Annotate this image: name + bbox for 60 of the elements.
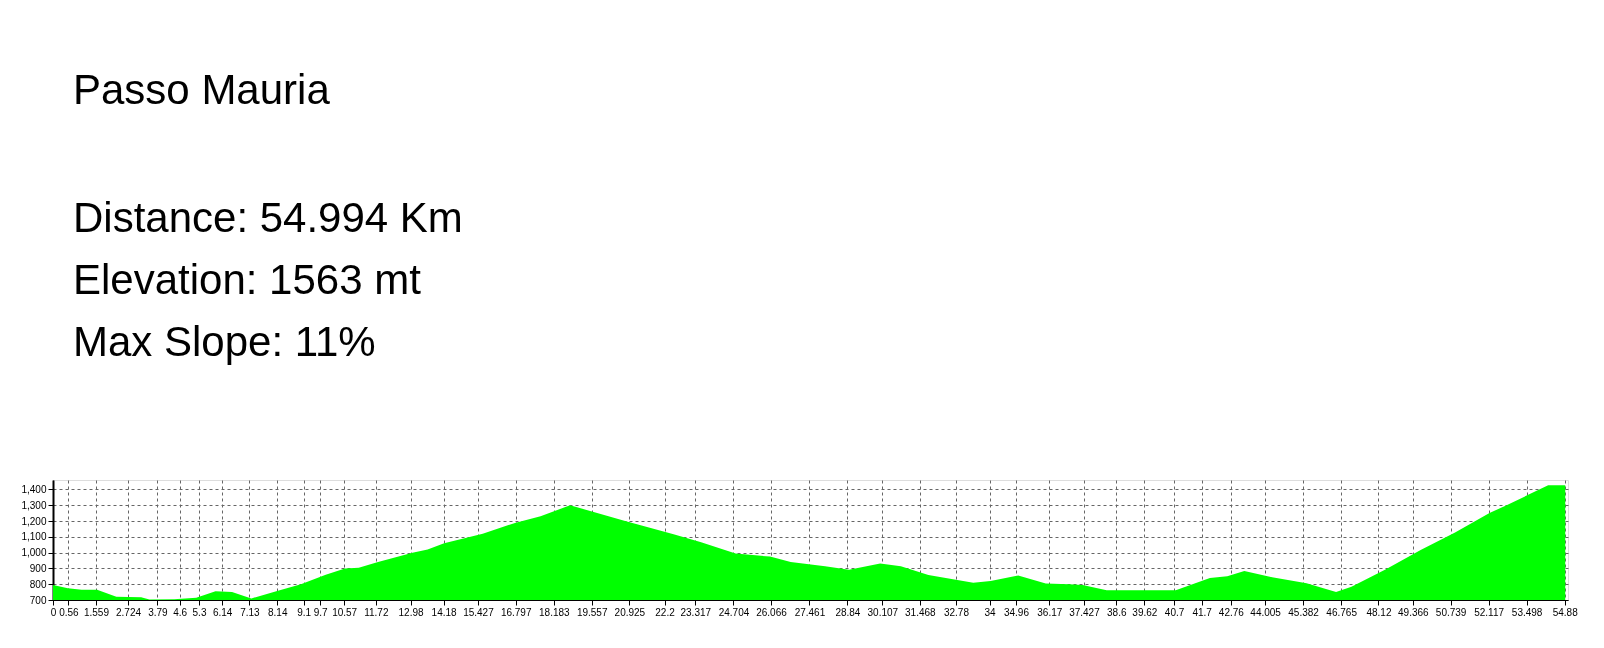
x-tick-label: 16.797 [500, 606, 532, 618]
x-tick-label: 37.427 [1069, 606, 1101, 618]
y-tick-label: 1,400 [21, 483, 47, 495]
x-tick-label: 34.96 [1003, 606, 1030, 618]
x-tick-label: 38.6 [1107, 606, 1127, 618]
x-tick-label: 4.6 [173, 606, 188, 618]
x-tick-label: 52.117 [1474, 606, 1505, 618]
x-tick-label: 50.739 [1435, 606, 1467, 618]
x-tick-label: 3.79 [148, 606, 169, 618]
y-tick-label: 900 [29, 562, 47, 574]
x-tick-label: 8.14 [267, 606, 288, 618]
x-tick-label: 18.183 [539, 606, 571, 618]
x-tick-label: 5.3 [192, 606, 207, 618]
x-tick-label: 1.559 [83, 606, 110, 618]
x-tick-label: 2.724 [116, 606, 142, 618]
x-tick-label: 11.72 [364, 606, 389, 618]
x-tick-label: 31.468 [905, 606, 937, 618]
y-tick-label: 1,300 [21, 499, 47, 511]
x-tick-label: 26.066 [756, 606, 788, 618]
x-tick-label: 41.7 [1192, 606, 1213, 618]
x-tick-label: 9.7 [313, 606, 329, 618]
text: Max Slope: 11% [72, 318, 376, 365]
x-tick-label: 0 [50, 606, 57, 618]
y-tick-label: 1,000 [21, 547, 47, 559]
x-tick-label: 44.005 [1250, 606, 1282, 618]
x-tick-label: 9.1 [297, 606, 312, 618]
x-tick-label: 15.427 [463, 606, 495, 618]
x-tick-label: 48.12 [1366, 606, 1392, 618]
x-tick-label: 54.88 [1552, 606, 1579, 618]
x-tick-label: 0.56 [59, 606, 80, 618]
y-tick-label: 1,200 [21, 515, 47, 527]
y-tick-label: 800 [29, 578, 47, 590]
text: Distance: 54.994 Km [72, 194, 463, 241]
x-tick-label: 19.557 [576, 606, 608, 618]
chart-title: Passo Mauria [72, 66, 331, 113]
text: Elevation: 1563 mt [72, 256, 422, 303]
x-tick-label: 49.366 [1398, 606, 1430, 618]
x-tick-label: 14.18 [431, 606, 458, 618]
x-tick-label: 46.765 [1326, 606, 1358, 618]
x-tick-label: 28.84 [835, 606, 861, 618]
x-tick-label: 53.498 [1511, 606, 1543, 618]
x-tick-label: 39.62 [1132, 606, 1158, 618]
x-tick-label: 20.925 [614, 606, 646, 618]
x-tick-label: 22.2 [655, 606, 676, 618]
x-tick-label: 45.382 [1288, 606, 1320, 618]
x-tick-label: 23.317 [680, 606, 712, 618]
x-tick-label: 10.57 [332, 606, 358, 618]
x-tick-label: 12.98 [398, 606, 424, 618]
x-tick-label: 27.461 [794, 606, 826, 618]
x-tick-label: 24.704 [718, 606, 750, 618]
x-tick-label: 42.76 [1218, 606, 1245, 618]
x-tick-label: 6.14 [212, 606, 233, 618]
x-tick-label: 32.78 [943, 606, 970, 618]
x-tick-label: 40.7 [1164, 606, 1185, 618]
y-tick-label: 1,100 [21, 531, 47, 543]
x-tick-label: 36.17 [1037, 606, 1063, 618]
x-tick-label: 34 [984, 606, 997, 618]
x-tick-label: 30.107 [867, 606, 899, 618]
y-tick-label: 700 [29, 594, 47, 606]
x-tick-label: 7.13 [240, 606, 261, 618]
